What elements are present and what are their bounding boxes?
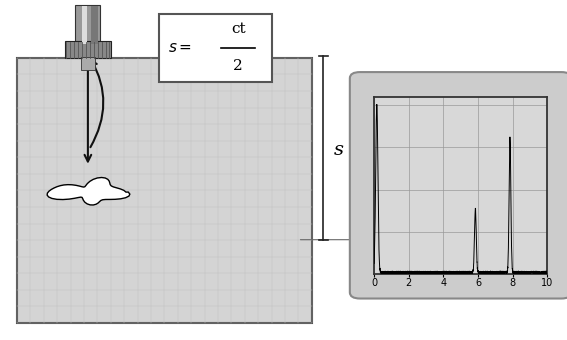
- FancyBboxPatch shape: [91, 6, 98, 44]
- FancyBboxPatch shape: [159, 14, 272, 82]
- FancyBboxPatch shape: [65, 41, 111, 58]
- Text: s: s: [333, 141, 344, 158]
- Text: ct: ct: [231, 22, 246, 36]
- Text: $\mathit{s}=$: $\mathit{s}=$: [168, 40, 192, 55]
- FancyBboxPatch shape: [81, 57, 95, 70]
- FancyBboxPatch shape: [17, 58, 312, 323]
- Polygon shape: [47, 177, 130, 205]
- Text: 2: 2: [233, 59, 243, 73]
- FancyBboxPatch shape: [350, 72, 567, 299]
- FancyBboxPatch shape: [75, 5, 100, 44]
- FancyBboxPatch shape: [82, 6, 87, 44]
